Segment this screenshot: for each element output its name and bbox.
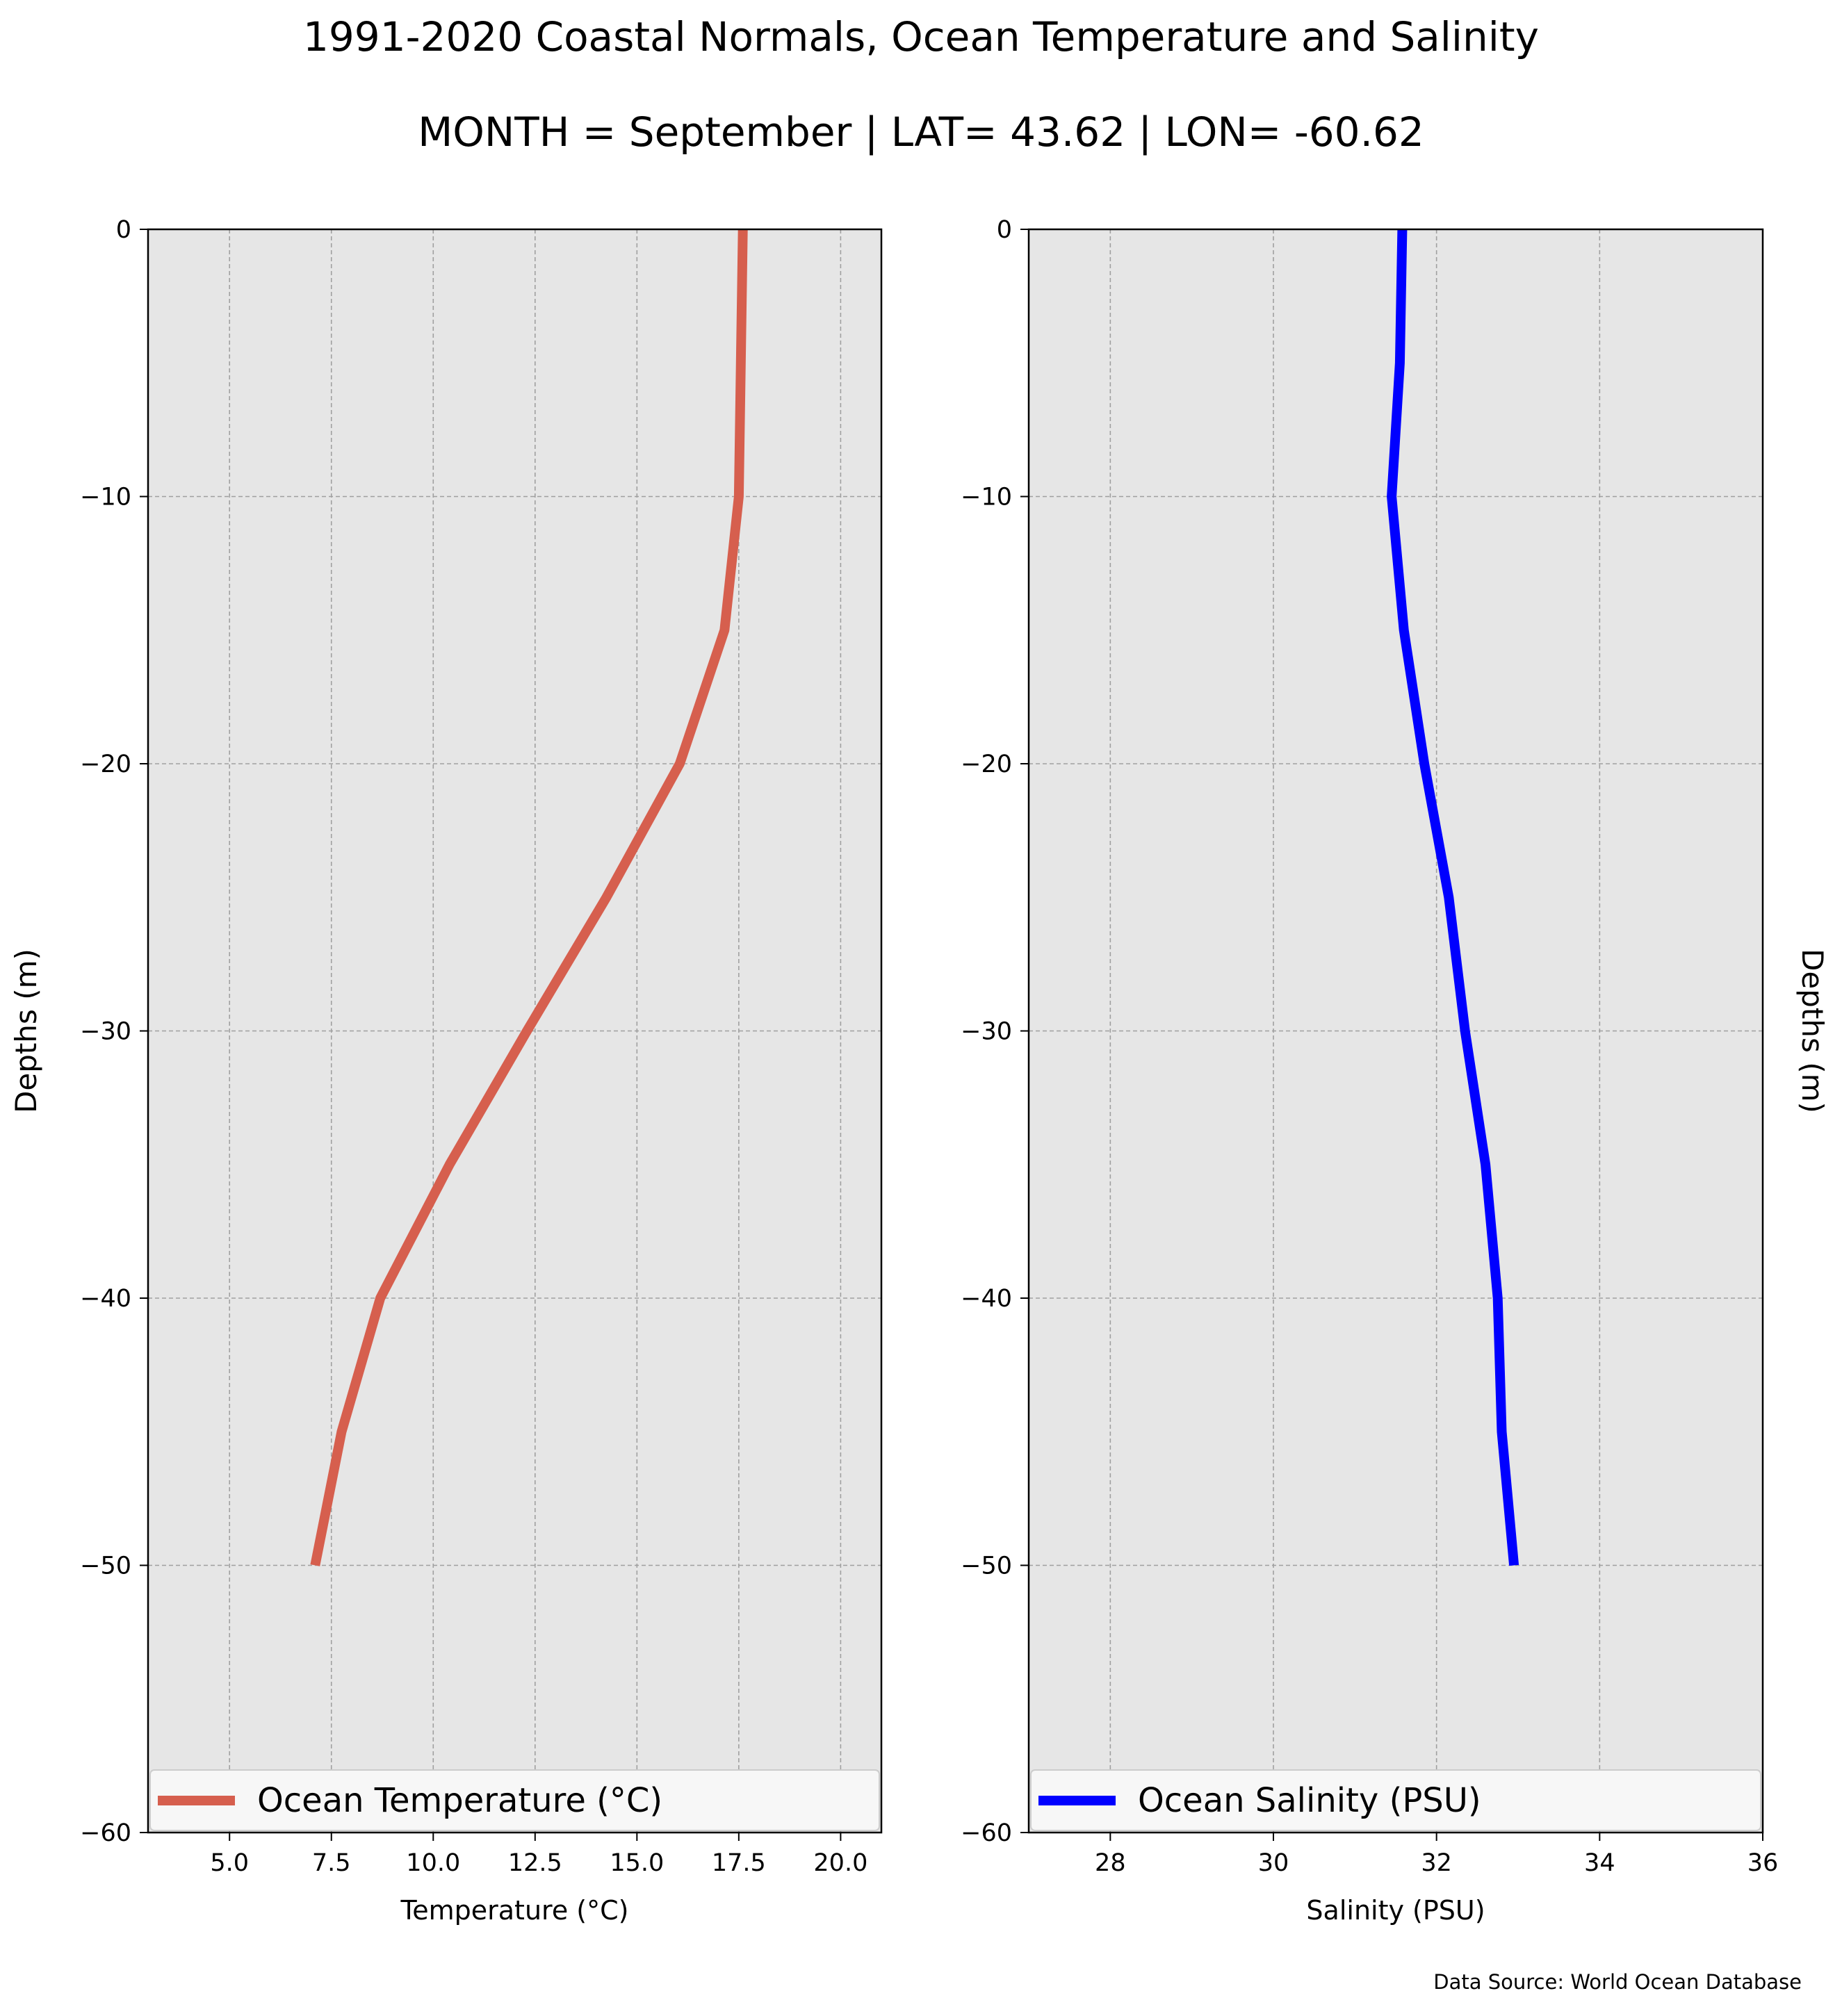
x-tick-label: 32 [1421,1849,1452,1877]
y-axis-label: Depths (m) [1795,949,1829,1113]
data-source-note: Data Source: World Ocean Database [1433,1970,1802,1994]
x-tick-label: 30 [1258,1849,1289,1877]
legend-box [1030,1769,1761,1831]
y-tick-label: −10 [80,484,131,511]
series-line-0 [1387,229,1519,1566]
y-tick-label: −30 [961,1018,1012,1046]
y-tick-label: −20 [80,751,131,778]
legend-label: Ocean Temperature (°C) [257,1781,662,1820]
x-axis-label: Salinity (PSU) [1306,1895,1485,1926]
x-tick-label: 28 [1095,1849,1126,1877]
figure-subtitle: MONTH = September | LAT= 43.62 | LON= -6… [418,108,1424,156]
figure-title: 1991-2020 Coastal Normals, Ocean Tempera… [303,13,1539,60]
y-tick-label: −10 [961,484,1012,511]
salinity-panel: Ocean Salinity (PSU) 28 30 32 34 36 0 −10 −20 −30… [961,216,1829,1926]
series-line-0 [310,229,748,1566]
x-tick-label: 34 [1584,1849,1615,1877]
y-tick-label: −50 [80,1552,131,1580]
y-tick-label: −60 [961,1819,1012,1847]
x-tick-label: 10.0 [406,1849,460,1877]
y-tick-label: −60 [80,1819,131,1847]
x-tick-label: 17.5 [712,1849,766,1877]
y-tick-label: −20 [961,751,1012,778]
x-tick-label: 5.0 [210,1849,249,1877]
x-tick-label: 7.5 [312,1849,351,1877]
y-tick-label: −40 [80,1285,131,1313]
y-tick-label: 0 [997,216,1012,244]
legend: Ocean Salinity (PSU) [1030,1769,1761,1831]
x-tick-label: 15.0 [610,1849,664,1877]
y-axis-label: Depths (m) [9,949,43,1113]
y-tick-label: 0 [116,216,131,244]
y-tick-label: −50 [961,1552,1012,1580]
x-tick-label: 36 [1747,1849,1779,1877]
x-tick-label: 20.0 [813,1849,867,1877]
legend-box [149,1769,880,1831]
y-tick-label: −30 [80,1018,131,1046]
legend: Ocean Temperature (°C) [149,1769,880,1831]
x-tick-label: 12.5 [508,1849,562,1877]
temperature-panel: Ocean Temperature (°C) 5.0 7.5 10.0 12.5 15.0… [9,216,883,1926]
x-axis-label: Temperature (°C) [400,1895,629,1926]
y-tick-label: −40 [961,1285,1012,1313]
legend-label: Ocean Salinity (PSU) [1138,1781,1481,1820]
plot-area [148,229,881,1833]
